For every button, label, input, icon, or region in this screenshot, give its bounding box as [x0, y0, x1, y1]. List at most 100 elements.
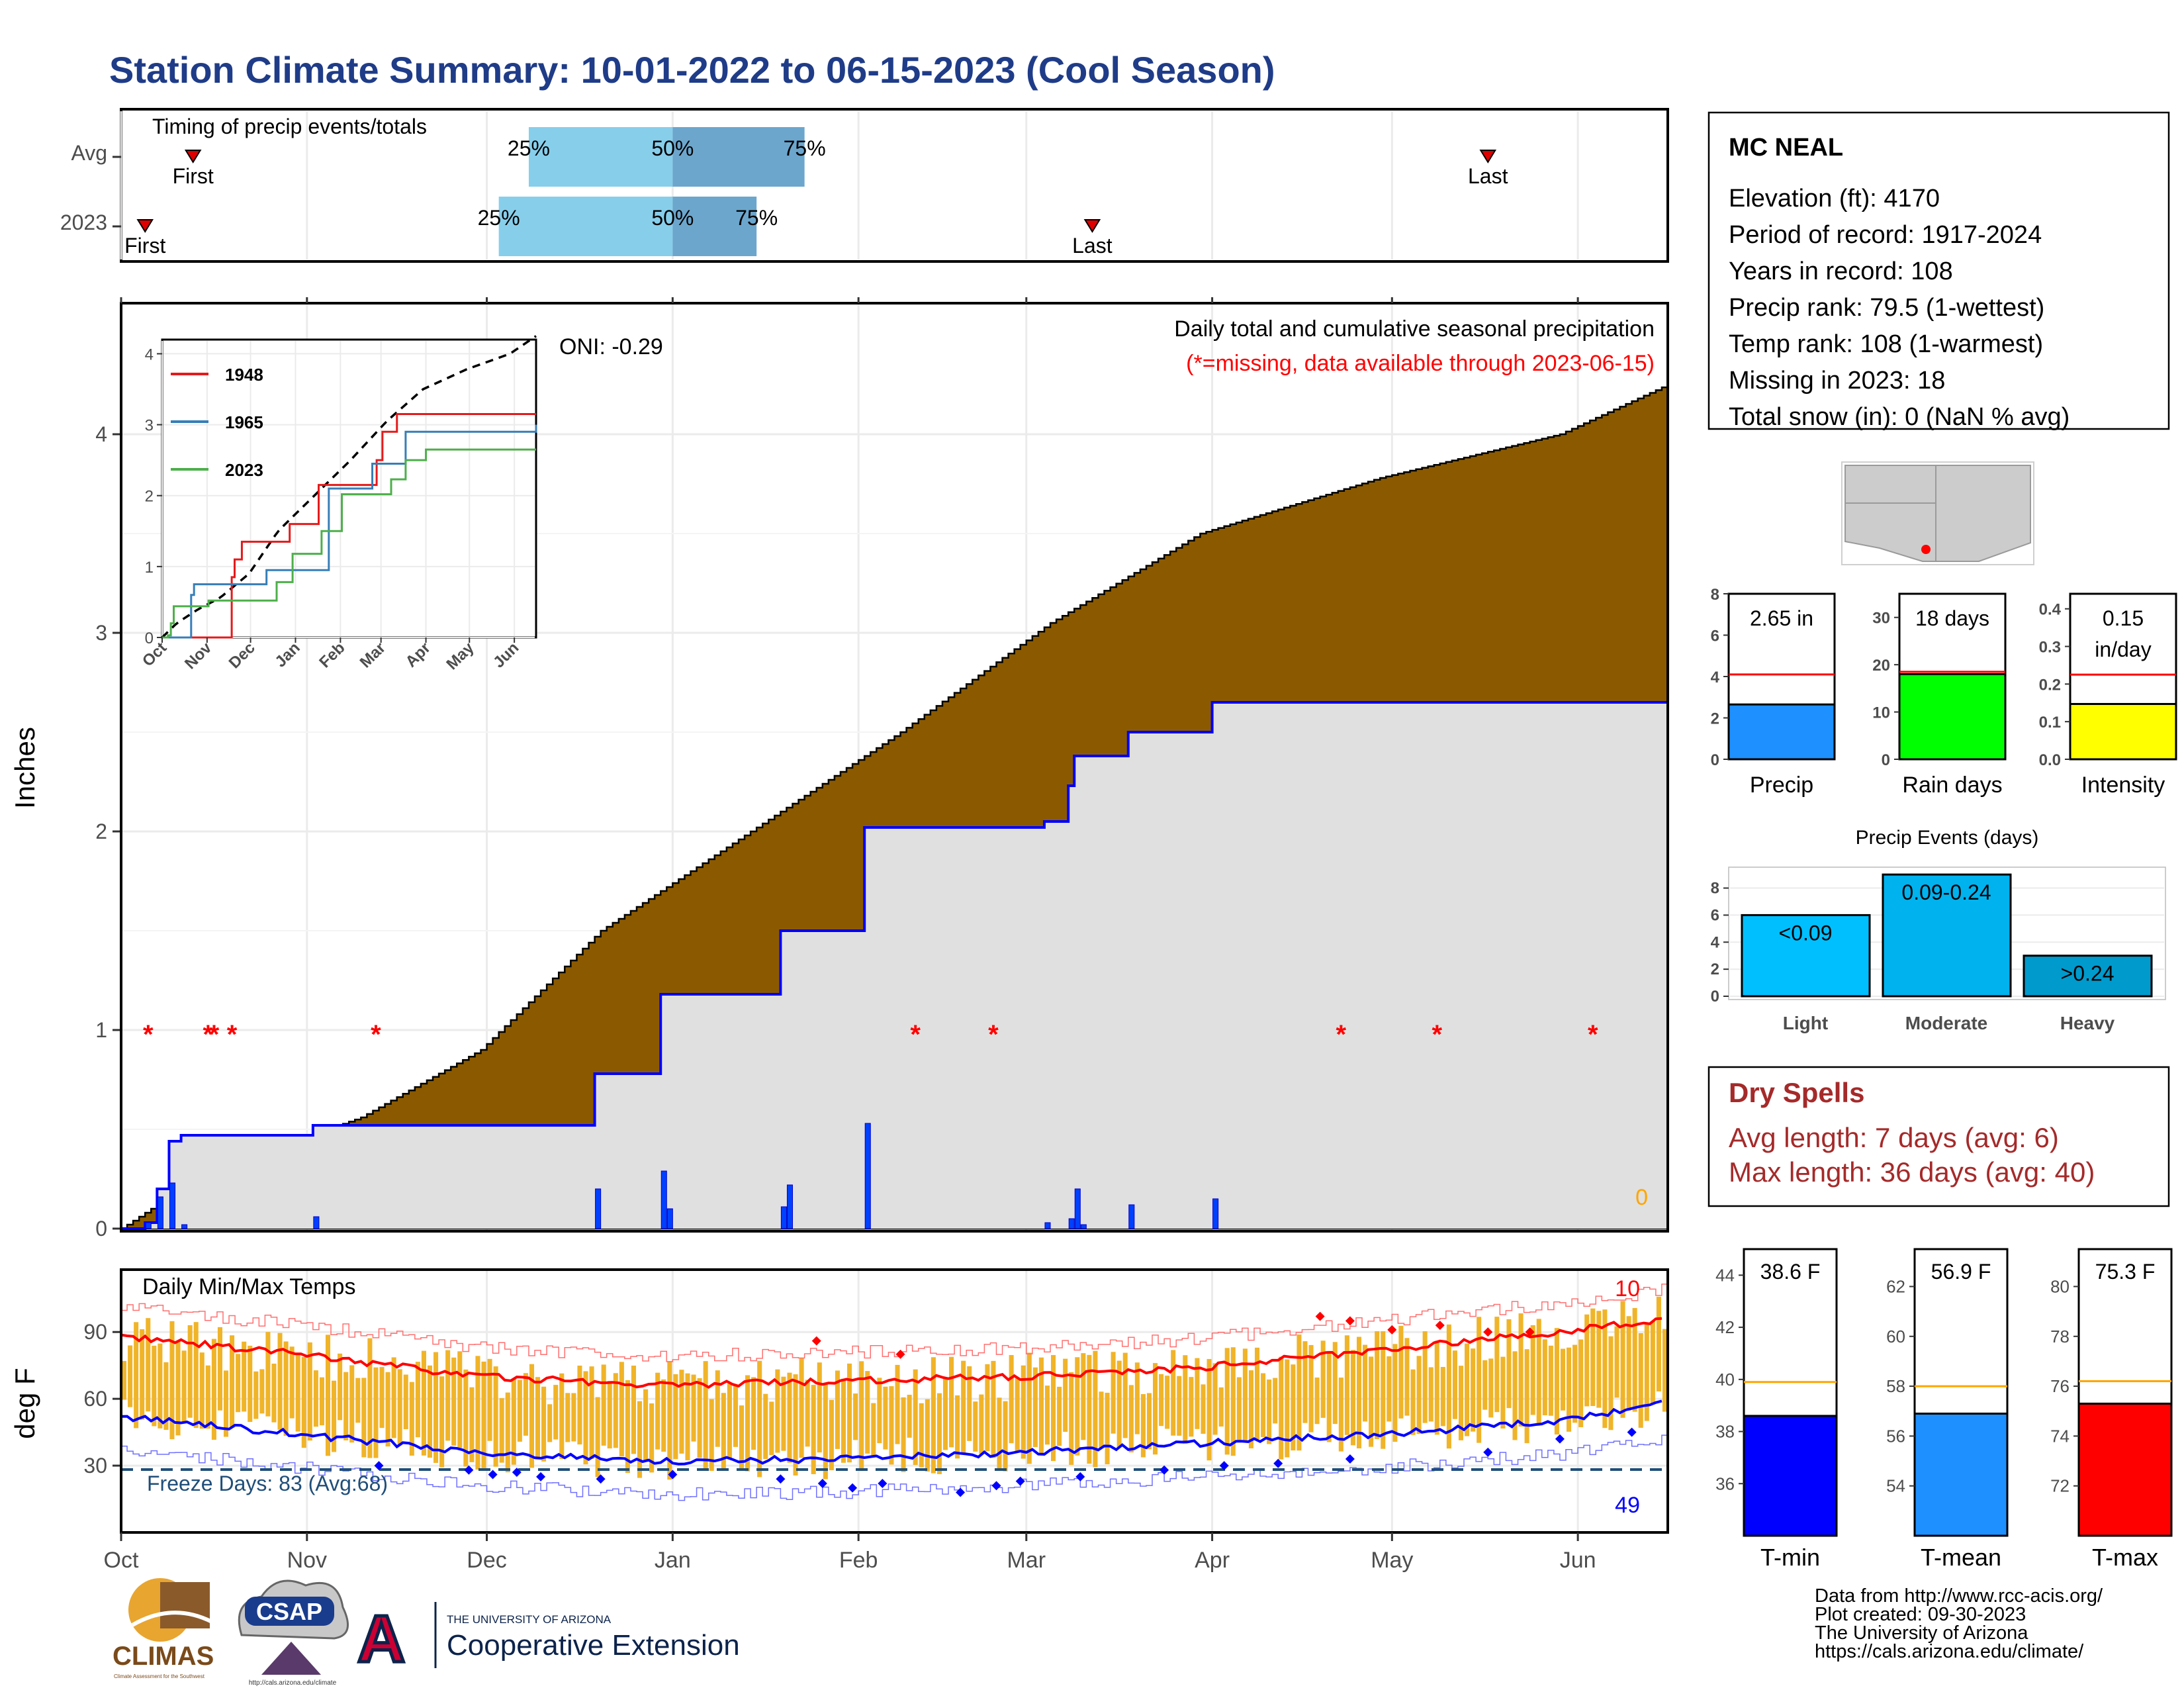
- temp-bar-value-label: 75.3 F: [2095, 1260, 2156, 1284]
- temp-range-bar: [1416, 1356, 1422, 1434]
- temp-bar-axis-label: T-mean: [1921, 1544, 2001, 1571]
- temp-range-bar: [775, 1369, 780, 1453]
- timing-50-75-bar: [672, 127, 805, 187]
- precip-y-tick-label: 3: [95, 621, 107, 645]
- events-bar-Light: [1741, 914, 1871, 998]
- station-info-box: MC NEAL Elevation (ft): 4170 Period of r…: [1707, 111, 2170, 431]
- daily-precip-bar: [157, 1196, 163, 1229]
- temp-range-bar: [1530, 1325, 1535, 1415]
- x-axis-tick-label: Dec: [467, 1548, 506, 1573]
- temp-range-bar: [295, 1354, 300, 1432]
- daily-precip-bar: [1212, 1198, 1219, 1229]
- temp-range-bar: [1248, 1370, 1253, 1448]
- inset-average-line: [161, 335, 537, 639]
- summary-y-tick-label: 0.2: [2039, 676, 2061, 694]
- summary-y-tick-label: 0.0: [2039, 751, 2061, 769]
- x-axis-tick-label: Jun: [1560, 1548, 1596, 1573]
- temp-range-bar: [134, 1322, 139, 1429]
- temp-range-bar: [877, 1378, 882, 1444]
- dry-spells-box: Dry Spells Avg length: 7 days (avg: 6) M…: [1707, 1066, 2170, 1207]
- temp-range-bar: [1165, 1376, 1170, 1429]
- timing-first-marker-icon: [136, 219, 154, 233]
- temp-range-bar: [1134, 1362, 1140, 1434]
- dry-spells-avg: Avg length: 7 days (avg: 6): [1729, 1122, 2059, 1153]
- temp-range-bar: [1302, 1341, 1308, 1423]
- temp-range-bar: [1122, 1352, 1128, 1438]
- record-low-marker-icon: [1555, 1434, 1565, 1444]
- inset-y-tick-label: 2: [145, 488, 154, 506]
- summary-y-tick-label: 0.1: [2039, 714, 2061, 731]
- temp-range-bar: [1440, 1366, 1445, 1427]
- summary-axis-label: Intensity: [2081, 773, 2165, 798]
- temp-range-bar: [1279, 1356, 1284, 1460]
- temp-bar-y-tick-label: 38: [1715, 1422, 1735, 1442]
- temp-range-bar: [128, 1345, 133, 1407]
- events-bar-Heavy: [2023, 955, 2153, 998]
- temp-bar-axis-label: T-min: [1760, 1544, 1820, 1571]
- events-y-tick-label: 8: [1711, 880, 1719, 898]
- record-low-marker-icon: [776, 1474, 786, 1484]
- record-low-line: [121, 1434, 1668, 1501]
- temp-range-bar: [175, 1340, 181, 1436]
- record-low-marker-icon: [374, 1461, 384, 1471]
- temp-range-bar: [1189, 1377, 1194, 1437]
- temp-range-bar: [1602, 1309, 1608, 1429]
- events-y-tick-label: 0: [1711, 988, 1719, 1006]
- temp-range-bar: [1650, 1321, 1655, 1405]
- temp-range-bar: [757, 1360, 762, 1477]
- temp-range-bar: [499, 1398, 504, 1463]
- temp-range-bar: [265, 1332, 271, 1417]
- record-low-marker-icon: [1015, 1476, 1025, 1486]
- temp-range-bar: [433, 1352, 439, 1463]
- temp-range-bar: [1524, 1349, 1529, 1444]
- oni-label: ONI: -0.29: [559, 334, 663, 359]
- temp-range-bar: [193, 1322, 199, 1429]
- temp-range-bar: [1398, 1325, 1404, 1419]
- temp-range-bar: [236, 1354, 241, 1413]
- summary-bar-Precip: [1727, 703, 1836, 761]
- temp-range-bar: [745, 1375, 751, 1472]
- temp-range-bar: [158, 1343, 163, 1429]
- temp-range-bar: [1146, 1393, 1152, 1450]
- snow-value: 0: [1635, 1185, 1648, 1210]
- temp-range-bar: [367, 1338, 373, 1458]
- station-info-frame: [1707, 111, 2170, 430]
- climas-swoosh-icon: [131, 1611, 213, 1627]
- ua-a-icon: A: [357, 1602, 405, 1676]
- temp-bar-y-tick-label: 56: [1886, 1426, 1905, 1446]
- temp-range-bar: [1063, 1358, 1068, 1432]
- temp-y-tick-label: 90: [83, 1320, 107, 1344]
- temp-bar-y-tick-label: 54: [1886, 1476, 1905, 1496]
- temp-range-bar: [936, 1393, 942, 1474]
- temp-range-bar: [613, 1373, 618, 1448]
- daily-precip-bar: [1128, 1204, 1135, 1229]
- temp-range-bar: [853, 1393, 858, 1440]
- timing-panel: 25% 50% 75% First Last 25% 50% 75% First Last Tim…: [60, 108, 1669, 263]
- inset-y-tick-label: 0: [145, 630, 154, 647]
- temp-range-bar: [1662, 1329, 1667, 1412]
- station-snow: Total snow (in): 0 (NaN % avg): [1729, 403, 2070, 431]
- climas-mountain-icon: [160, 1582, 210, 1628]
- record-high-count: 10: [1615, 1276, 1640, 1301]
- temp-range-bar: [1021, 1365, 1026, 1459]
- temp-range-bar: [799, 1358, 804, 1458]
- temp-range-bar: [721, 1393, 726, 1469]
- temp-bar-y-tick-label: 60: [1886, 1327, 1905, 1346]
- precip-y-tick-label: 1: [95, 1018, 107, 1042]
- temp-bar-T-min: [1743, 1415, 1838, 1537]
- temp-range-bar: [1614, 1326, 1619, 1398]
- temp-range-bar: [1116, 1360, 1122, 1448]
- temp-range-bar: [307, 1342, 312, 1441]
- temp-range-bar: [1536, 1319, 1541, 1425]
- temp-range-bar: [343, 1372, 349, 1440]
- temp-range-bar: [1500, 1356, 1506, 1429]
- legend-label-2023: 2023: [225, 460, 263, 480]
- temp-range-bar: [523, 1373, 528, 1436]
- temp-daily-range-bars: [122, 1296, 1667, 1480]
- temp-range-bar: [1003, 1401, 1008, 1472]
- record-low-count: 49: [1615, 1493, 1640, 1518]
- temp-range-bar: [1111, 1352, 1116, 1434]
- temp-bar-T-mean: [1913, 1413, 2009, 1537]
